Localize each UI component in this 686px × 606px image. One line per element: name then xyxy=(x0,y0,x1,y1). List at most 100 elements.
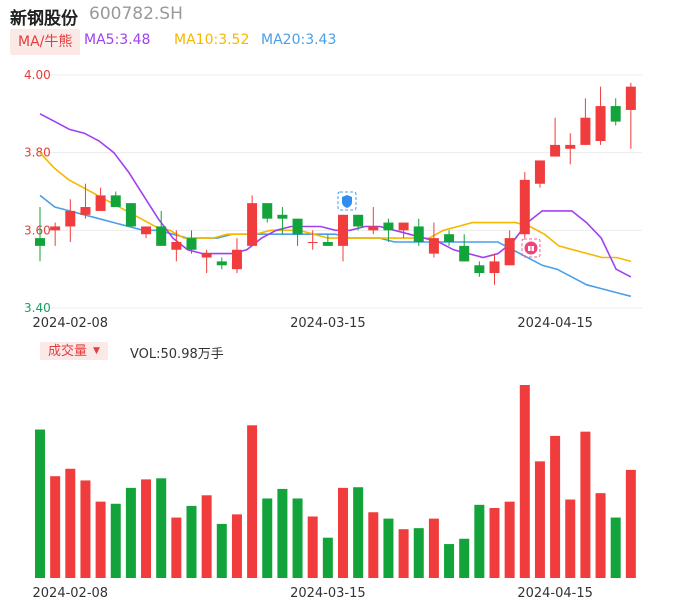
volume-date-tick-label: 2024-03-15 xyxy=(290,586,366,601)
candle-body xyxy=(444,234,455,242)
volume-bar xyxy=(110,503,121,578)
volume-bar xyxy=(625,469,636,578)
volume-bar xyxy=(125,487,136,578)
volume-bar xyxy=(580,431,591,578)
candle xyxy=(125,203,136,227)
volume-bar xyxy=(565,499,576,578)
price-tick-label: 3.40 xyxy=(24,301,51,315)
candle xyxy=(504,230,515,266)
ma10-line xyxy=(39,152,632,263)
candle xyxy=(428,222,439,258)
volume-bar xyxy=(459,538,470,578)
candle xyxy=(216,257,227,270)
volume-bar xyxy=(519,385,530,578)
volume-bar xyxy=(428,518,439,578)
ma20-line xyxy=(39,194,632,298)
candle xyxy=(368,207,379,235)
price-tick-label: 3.80 xyxy=(24,146,51,160)
candle-body xyxy=(141,226,152,235)
volume-bar xyxy=(368,512,379,578)
ma20-legend: MA20:3.43 xyxy=(261,32,337,48)
candle-body xyxy=(534,160,545,184)
volume-bar xyxy=(353,487,364,578)
volume-bar xyxy=(95,501,106,578)
candle xyxy=(519,172,530,239)
candle xyxy=(201,249,212,274)
candle xyxy=(80,183,91,219)
indicator-selector[interactable]: MA/牛熊 xyxy=(10,29,81,55)
volume-date-tick-label: 2024-02-08 xyxy=(33,586,109,601)
candle xyxy=(292,218,303,246)
candle xyxy=(322,234,333,246)
volume-bar xyxy=(610,517,621,578)
shield-icon[interactable] xyxy=(337,191,357,211)
ma5-legend: MA5:3.48 xyxy=(84,32,151,48)
stock-code: 600782.SH xyxy=(89,4,183,24)
candle-body xyxy=(277,214,288,219)
candle-body xyxy=(231,249,242,270)
candle xyxy=(489,253,500,285)
candle-body xyxy=(398,222,409,231)
price-tick-label: 3.60 xyxy=(24,223,51,237)
candle-body xyxy=(595,106,606,142)
volume-bar xyxy=(292,498,303,578)
volume-bar xyxy=(35,429,45,578)
volume-bar xyxy=(80,480,91,578)
candle-body xyxy=(550,144,561,157)
volume-bar xyxy=(171,517,182,578)
caret-down-icon: ▼ xyxy=(93,346,100,356)
candle xyxy=(35,207,45,262)
candle-body xyxy=(504,238,515,266)
volume-bar xyxy=(65,468,76,578)
price-axis-labels: 4.00 3.80 3.60 3.40 xyxy=(24,68,51,315)
moving-average-lines xyxy=(39,113,632,298)
date-axis-labels: 2024-02-08 2024-03-15 2024-04-15 xyxy=(33,316,593,331)
candle-body xyxy=(474,265,485,274)
candle-body xyxy=(413,226,424,242)
volume-bar xyxy=(474,504,485,578)
candle-body xyxy=(216,261,227,266)
candle-body xyxy=(368,226,379,231)
volume-bar xyxy=(489,508,500,578)
volume-bar xyxy=(338,487,348,578)
candle-body xyxy=(110,195,121,208)
volume-date-tick-label: 2024-04-15 xyxy=(517,586,593,601)
candle xyxy=(610,98,621,126)
candle-body xyxy=(519,179,530,235)
volume-bar xyxy=(277,488,288,578)
volume-bars xyxy=(35,385,636,578)
candle xyxy=(156,210,167,246)
volume-bar xyxy=(550,435,561,578)
candle xyxy=(474,261,485,277)
volume-bar xyxy=(534,461,545,578)
candle xyxy=(550,117,561,157)
candle-body xyxy=(580,117,591,145)
candle xyxy=(353,214,364,231)
candle-body xyxy=(428,238,439,254)
ma10-legend: MA10:3.52 xyxy=(174,32,250,48)
gift-icon[interactable] xyxy=(521,238,541,258)
candle-body xyxy=(353,214,364,227)
candle-body xyxy=(610,106,621,122)
candle xyxy=(231,238,242,274)
ma5-line xyxy=(39,113,632,278)
price-tick-label: 4.00 xyxy=(24,68,51,82)
volume-bar xyxy=(186,505,197,578)
volume-bar xyxy=(383,518,394,578)
volume-bar xyxy=(216,523,227,578)
candle-body xyxy=(95,195,106,211)
volume-bar xyxy=(595,493,606,578)
candle xyxy=(277,207,288,235)
candle-body xyxy=(65,210,76,227)
volume-bar xyxy=(141,479,152,578)
candle xyxy=(625,82,636,149)
candle-body xyxy=(307,241,318,243)
candle xyxy=(444,230,455,246)
volume-bar xyxy=(262,498,273,578)
candle xyxy=(262,203,273,223)
candle-body xyxy=(489,261,500,274)
volume-selector[interactable]: 成交量 ▼ xyxy=(40,342,108,360)
volume-bar xyxy=(156,478,167,578)
candle xyxy=(247,195,258,246)
